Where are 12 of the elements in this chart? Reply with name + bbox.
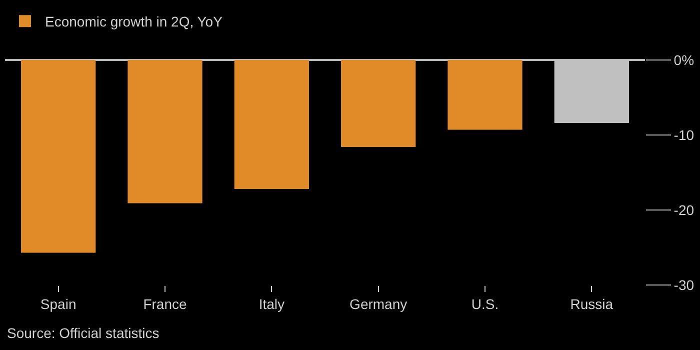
x-tick-label: U.S.: [471, 296, 499, 312]
x-tick-label: Spain: [40, 296, 76, 312]
y-tick-label: -20: [674, 202, 694, 218]
y-tick-label: -10: [674, 126, 694, 143]
y-tick-label: -30: [674, 276, 694, 293]
x-tick-label: Germany: [350, 296, 408, 312]
y-tick-label: 0%: [674, 52, 694, 68]
source-note: Source: Official statistics: [7, 325, 160, 341]
x-tick-label: Russia: [570, 296, 614, 312]
x-tick-label: Italy: [258, 296, 285, 312]
x-tick-label: France: [143, 296, 187, 312]
legend-label: Economic growth in 2Q, YoY: [45, 14, 224, 30]
